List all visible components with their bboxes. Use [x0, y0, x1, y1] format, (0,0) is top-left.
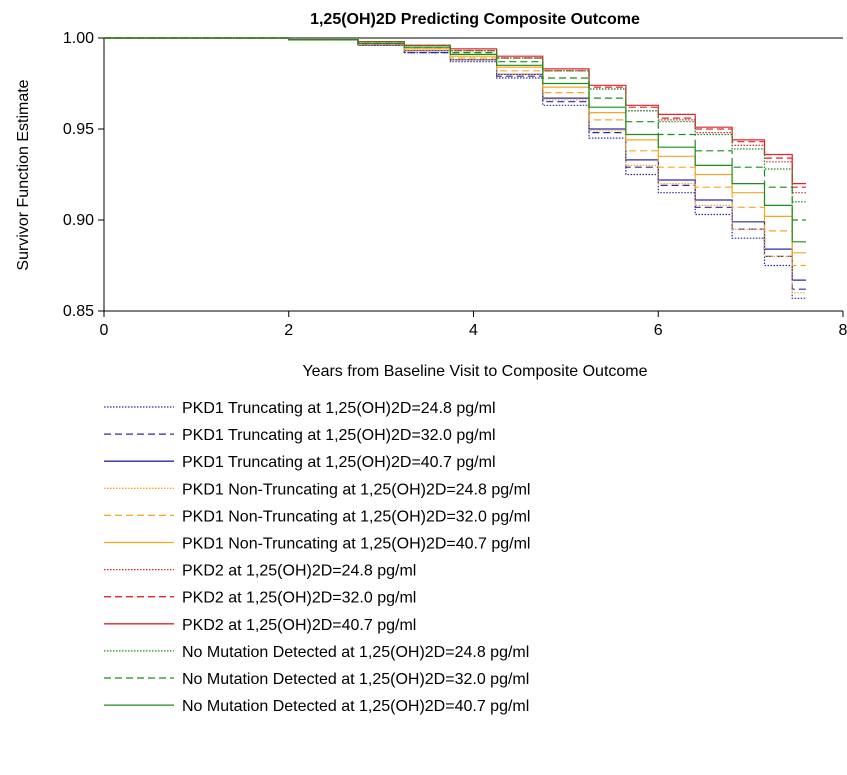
- x-tick-label: 8: [839, 322, 847, 339]
- y-tick-label: 0.85: [63, 303, 94, 320]
- chart-title: 1,25(OH)2D Predicting Composite Outcome: [310, 11, 640, 28]
- y-tick-label: 1.00: [63, 30, 94, 47]
- x-tick-label: 0: [100, 322, 109, 339]
- legend: PKD1 Truncating at 1,25(OH)2D=24.8 pg/ml…: [104, 400, 530, 715]
- y-axis: 0.85 0.90 0.95 1.00: [63, 30, 104, 320]
- legend-label: No Mutation Detected at 1,25(OH)2D=24.8 …: [182, 644, 529, 661]
- legend-label: No Mutation Detected at 1,25(OH)2D=32.0 …: [182, 671, 529, 688]
- series-line-2: [104, 37, 806, 290]
- x-axis-label: Years from Baseline Visit to Composite O…: [302, 363, 647, 380]
- series-line-4: [104, 37, 806, 294]
- legend-label: PKD2 at 1,25(OH)2D=40.7 pg/ml: [182, 617, 416, 634]
- series-line-5: [104, 37, 806, 267]
- x-tick-label: 6: [654, 322, 663, 339]
- legend-label: PKD1 Truncating at 1,25(OH)2D=40.7 pg/ml: [182, 454, 496, 471]
- x-tick-label: 4: [469, 322, 478, 339]
- legend-label: PKD2 at 1,25(OH)2D=24.8 pg/ml: [182, 563, 416, 580]
- series-line-7: [104, 37, 806, 194]
- legend-label: PKD1 Truncating at 1,25(OH)2D=24.8 pg/ml: [182, 400, 496, 417]
- series-line-6: [104, 37, 806, 254]
- legend-label: PKD1 Truncating at 1,25(OH)2D=32.0 pg/ml: [182, 427, 496, 444]
- legend-label: PKD2 at 1,25(OH)2D=32.0 pg/ml: [182, 590, 416, 607]
- x-tick-label: 2: [284, 322, 293, 339]
- legend-label: No Mutation Detected at 1,25(OH)2D=40.7 …: [182, 698, 529, 715]
- legend-label: PKD1 Non-Truncating at 1,25(OH)2D=32.0 p…: [182, 508, 530, 525]
- series-line-10: [104, 37, 806, 203]
- legend-label: PKD1 Non-Truncating at 1,25(OH)2D=40.7 p…: [182, 536, 530, 553]
- x-axis: 0 2 4 6 8: [100, 311, 847, 339]
- y-tick-label: 0.95: [63, 121, 94, 138]
- series-line-12: [104, 37, 806, 243]
- y-axis-label: Survivor Function Estimate: [15, 79, 32, 270]
- y-tick-label: 0.90: [63, 212, 94, 229]
- series-line-1: [104, 37, 806, 299]
- legend-label: PKD1 Non-Truncating at 1,25(OH)2D=24.8 p…: [182, 481, 530, 498]
- series-layer: [104, 37, 806, 299]
- series-line-3: [104, 37, 806, 281]
